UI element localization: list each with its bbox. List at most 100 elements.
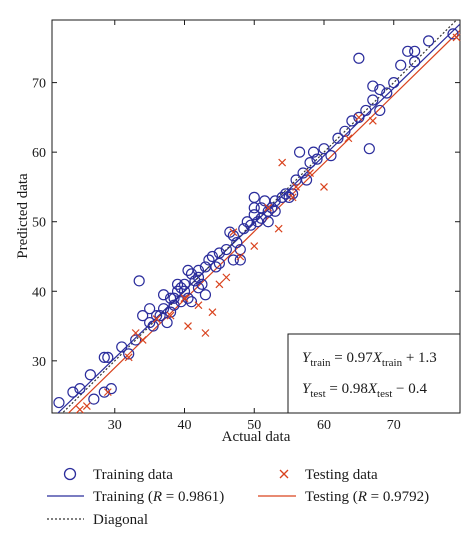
- training-point: [133, 275, 145, 287]
- testing-point: [103, 388, 112, 397]
- training-point: [157, 289, 170, 301]
- y-axis-label: Predicted data: [15, 173, 31, 259]
- training-point: [210, 261, 222, 273]
- training-point: [199, 289, 212, 301]
- training-point: [144, 303, 156, 315]
- training-point: [227, 230, 239, 242]
- training-point: [189, 275, 201, 287]
- training-point: [374, 104, 386, 117]
- training-point: [388, 77, 400, 89]
- x-tick-label: 30: [108, 418, 122, 433]
- training-point: [213, 247, 225, 259]
- y-tick-label: 60: [32, 146, 46, 161]
- y-tick-label: 30: [32, 355, 46, 370]
- legend-training-marker: [63, 467, 77, 481]
- training-point: [287, 188, 299, 200]
- testing-point: [354, 113, 363, 122]
- training-point: [137, 310, 149, 322]
- training-point: [276, 191, 288, 203]
- training-point: [374, 83, 386, 96]
- testing-point: [201, 329, 210, 337]
- axis-ticks: 30 40 50 60 70 30 40 50 60 70: [32, 20, 460, 433]
- training-point: [367, 80, 379, 92]
- testing-point: [264, 203, 273, 212]
- training-point: [206, 250, 219, 263]
- training-point: [367, 94, 379, 106]
- training-point: [245, 219, 257, 231]
- training-point: [339, 125, 351, 137]
- testing-point: [166, 311, 175, 320]
- legend: Training data Testing data Training (R =…: [47, 467, 429, 528]
- x-tick-label: 50: [247, 418, 261, 433]
- training-fit-line: [57, 23, 460, 413]
- training-point: [346, 115, 358, 127]
- training-point: [175, 282, 187, 294]
- training-point: [168, 292, 180, 304]
- testing-point: [229, 228, 238, 237]
- training-point: [381, 87, 393, 99]
- testing-point: [236, 252, 245, 261]
- testing-point: [320, 183, 328, 191]
- training-point: [269, 205, 281, 217]
- legend-training-data: Training data: [93, 467, 173, 483]
- training-point: [178, 285, 191, 297]
- training-point: [67, 386, 79, 398]
- training-point: [363, 143, 375, 155]
- testing-point: [194, 301, 203, 310]
- training-point: [147, 320, 159, 332]
- x-tick-label: 70: [387, 418, 401, 433]
- data-points: [53, 28, 461, 414]
- x-axis-label: Actual data: [222, 429, 291, 445]
- testing-point: [75, 405, 84, 414]
- training-point: [447, 28, 459, 40]
- training-point: [185, 268, 198, 280]
- x-tick-label: 60: [317, 418, 331, 433]
- training-point: [203, 254, 215, 266]
- legend-testing-fit: Testing (R = 0.9792): [305, 489, 429, 505]
- legend-training-fit: Training (R = 0.9861): [93, 489, 224, 505]
- training-point: [238, 223, 250, 235]
- training-point: [84, 369, 96, 381]
- testing-point: [222, 273, 231, 282]
- training-point: [300, 174, 313, 186]
- training-point: [318, 143, 330, 155]
- training-point: [280, 188, 292, 200]
- training-point: [262, 216, 274, 228]
- testing-point: [452, 33, 461, 42]
- training-point: [395, 59, 407, 71]
- training-point: [402, 45, 414, 57]
- training-point: [171, 278, 184, 290]
- y-tick-label: 70: [32, 77, 46, 92]
- testing-fit-line: [67, 29, 460, 413]
- training-point: [53, 396, 65, 409]
- testing-point: [152, 315, 161, 324]
- testing-point: [180, 294, 189, 303]
- training-point: [144, 316, 156, 329]
- training-point: [266, 202, 278, 214]
- equation-box: Ytrain = 0.97Xtrain + 1.3 Ytest = 0.98Xt…: [287, 333, 461, 414]
- training-point: [360, 104, 372, 117]
- y-tick-label: 40: [32, 285, 46, 300]
- training-point: [182, 292, 194, 304]
- training-point: [325, 150, 337, 162]
- training-point: [248, 209, 260, 221]
- training-point: [192, 271, 205, 283]
- training-point: [311, 153, 323, 165]
- training-point: [297, 167, 309, 179]
- training-point: [185, 296, 198, 308]
- training-point: [220, 243, 232, 256]
- training-point: [353, 111, 365, 123]
- training-point: [164, 292, 177, 304]
- training-point: [102, 351, 114, 363]
- training-point: [423, 35, 435, 47]
- training-point: [307, 146, 320, 158]
- testing-point: [124, 353, 133, 362]
- training-point: [227, 254, 239, 266]
- testing-point: [274, 224, 283, 233]
- training-point: [88, 393, 100, 405]
- train-equation: Ytrain = 0.97Xtrain + 1.3: [302, 350, 437, 369]
- training-point: [151, 310, 163, 322]
- testing-point: [292, 183, 301, 191]
- training-point: [178, 278, 191, 290]
